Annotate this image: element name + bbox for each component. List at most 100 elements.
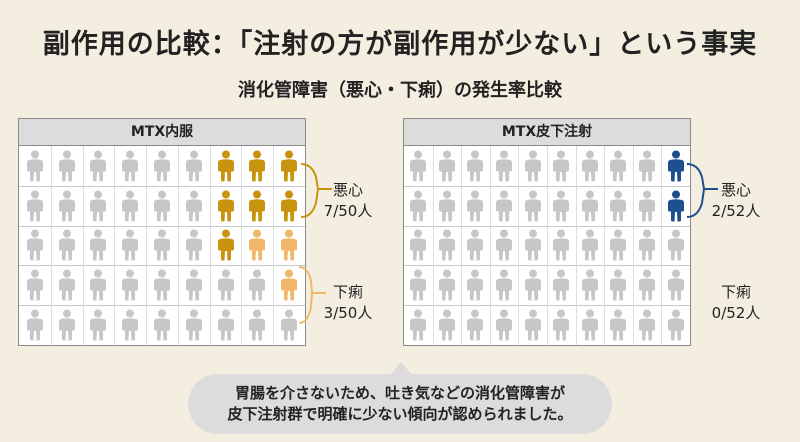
sc-nausea-title: 悪心	[720, 181, 751, 199]
oral-nausea-person-icon	[273, 146, 305, 186]
sc-col-divider	[604, 146, 606, 345]
sc-person-icon	[461, 146, 490, 186]
sc-col-divider	[489, 146, 491, 345]
sc-person-icon	[661, 226, 690, 266]
oral-col-divider	[177, 146, 179, 345]
oral-panel-header: MTX内服	[19, 119, 305, 146]
oral-diarrhea-bracket	[298, 266, 326, 324]
sc-person-icon	[633, 186, 662, 226]
oral-person-icon	[146, 146, 178, 186]
oral-col-divider	[50, 146, 52, 345]
sc-person-icon	[576, 226, 605, 266]
oral-diarrhea-person-icon	[241, 226, 273, 266]
oral-person-icon	[83, 186, 115, 226]
sc-person-icon	[461, 186, 490, 226]
oral-person-icon	[178, 226, 210, 266]
oral-person-icon	[178, 265, 210, 305]
oral-person-icon	[210, 265, 242, 305]
oral-person-icon	[51, 186, 83, 226]
sc-col-divider	[432, 146, 434, 345]
oral-col-divider	[241, 146, 243, 345]
sc-person-icon	[633, 265, 662, 305]
oral-nausea-bracket	[300, 163, 332, 218]
oral-nausea-count: 7/50人	[323, 202, 373, 220]
sc-person-icon	[633, 226, 662, 266]
sc-diarrhea-label: 下痢 0/52人	[706, 282, 766, 324]
oral-person-icon	[210, 305, 242, 345]
sc-panel: MTX皮下注射	[403, 118, 691, 346]
oral-person-icon	[51, 226, 83, 266]
sc-diarrhea-title: 下痢	[720, 283, 751, 301]
oral-person-icon	[273, 305, 305, 345]
oral-person-icon	[19, 305, 51, 345]
sc-person-icon	[547, 146, 576, 186]
oral-person-icon	[178, 186, 210, 226]
chart-subtitle: 消化管障害（悪心・下痢）の発生率比較	[238, 80, 562, 101]
sc-person-icon	[461, 265, 490, 305]
oral-panel: MTX内服	[18, 118, 306, 346]
oral-person-icon	[114, 146, 146, 186]
oral-person-icon	[146, 265, 178, 305]
oral-person-icon	[83, 265, 115, 305]
sc-person-icon	[461, 305, 490, 345]
sc-col-divider	[661, 146, 663, 345]
oral-person-icon	[114, 186, 146, 226]
sc-person-icon	[433, 186, 462, 226]
oral-diarrhea-person-icon	[273, 226, 305, 266]
sc-person-icon	[518, 305, 547, 345]
sc-col-divider	[547, 146, 548, 345]
oral-person-icon	[19, 265, 51, 305]
oral-row-divider	[19, 185, 305, 187]
oral-col-divider	[82, 146, 84, 345]
oral-person-icon	[114, 226, 146, 266]
sc-nausea-person-icon	[661, 146, 690, 186]
oral-nausea-person-icon	[241, 146, 273, 186]
oral-person-icon	[146, 305, 178, 345]
conclusion-note: 胃腸を介さないため、吐き気などの消化管障害が 皮下注射群で明確に少ない傾向が認め…	[188, 362, 612, 434]
oral-person-icon	[241, 305, 273, 345]
sc-person-icon	[490, 305, 519, 345]
sc-person-icon	[404, 146, 433, 186]
sc-person-icon	[604, 146, 633, 186]
oral-person-icon	[51, 146, 83, 186]
note-line-2: 皮下注射群で明確に少ない傾向が認められました。	[227, 405, 573, 423]
sc-person-icon	[433, 146, 462, 186]
oral-nausea-label: 悪心 7/50人	[318, 180, 378, 222]
sc-person-icon	[547, 186, 576, 226]
sc-person-icon	[604, 305, 633, 345]
sc-nausea-count: 2/52人	[711, 202, 761, 220]
sc-person-icon	[433, 265, 462, 305]
oral-person-icon	[178, 146, 210, 186]
sc-person-icon	[404, 186, 433, 226]
sc-person-icon	[547, 226, 576, 266]
oral-nausea-person-icon	[210, 146, 242, 186]
oral-person-icon	[178, 305, 210, 345]
sc-person-icon	[490, 265, 519, 305]
oral-nausea-person-icon	[273, 186, 305, 226]
sc-nausea-label: 悪心 2/52人	[706, 180, 766, 222]
page-title: 副作用の比較：「注射の方が副作用が少ない」という事実	[42, 29, 758, 60]
sc-person-icon	[633, 305, 662, 345]
oral-nausea-person-icon	[210, 226, 242, 266]
oral-person-icon	[146, 186, 178, 226]
oral-person-icon	[51, 265, 83, 305]
sc-person-icon	[518, 146, 547, 186]
sc-figure-grid	[404, 146, 690, 345]
sc-person-icon	[433, 305, 462, 345]
sc-person-icon	[490, 146, 519, 186]
sc-nausea-bracket	[686, 163, 718, 218]
sc-col-divider	[575, 146, 577, 345]
oral-row-divider	[19, 305, 305, 307]
sc-person-icon	[547, 305, 576, 345]
sc-person-icon	[433, 226, 462, 266]
oral-person-icon	[19, 186, 51, 226]
oral-nausea-title: 悪心	[332, 181, 363, 199]
oral-figure-grid	[19, 146, 305, 345]
sc-person-icon	[576, 146, 605, 186]
oral-col-divider	[146, 146, 148, 345]
sc-person-icon	[490, 226, 519, 266]
oral-person-icon	[241, 265, 273, 305]
sc-person-icon	[576, 186, 605, 226]
sc-person-icon	[661, 265, 690, 305]
sc-person-icon	[518, 265, 547, 305]
